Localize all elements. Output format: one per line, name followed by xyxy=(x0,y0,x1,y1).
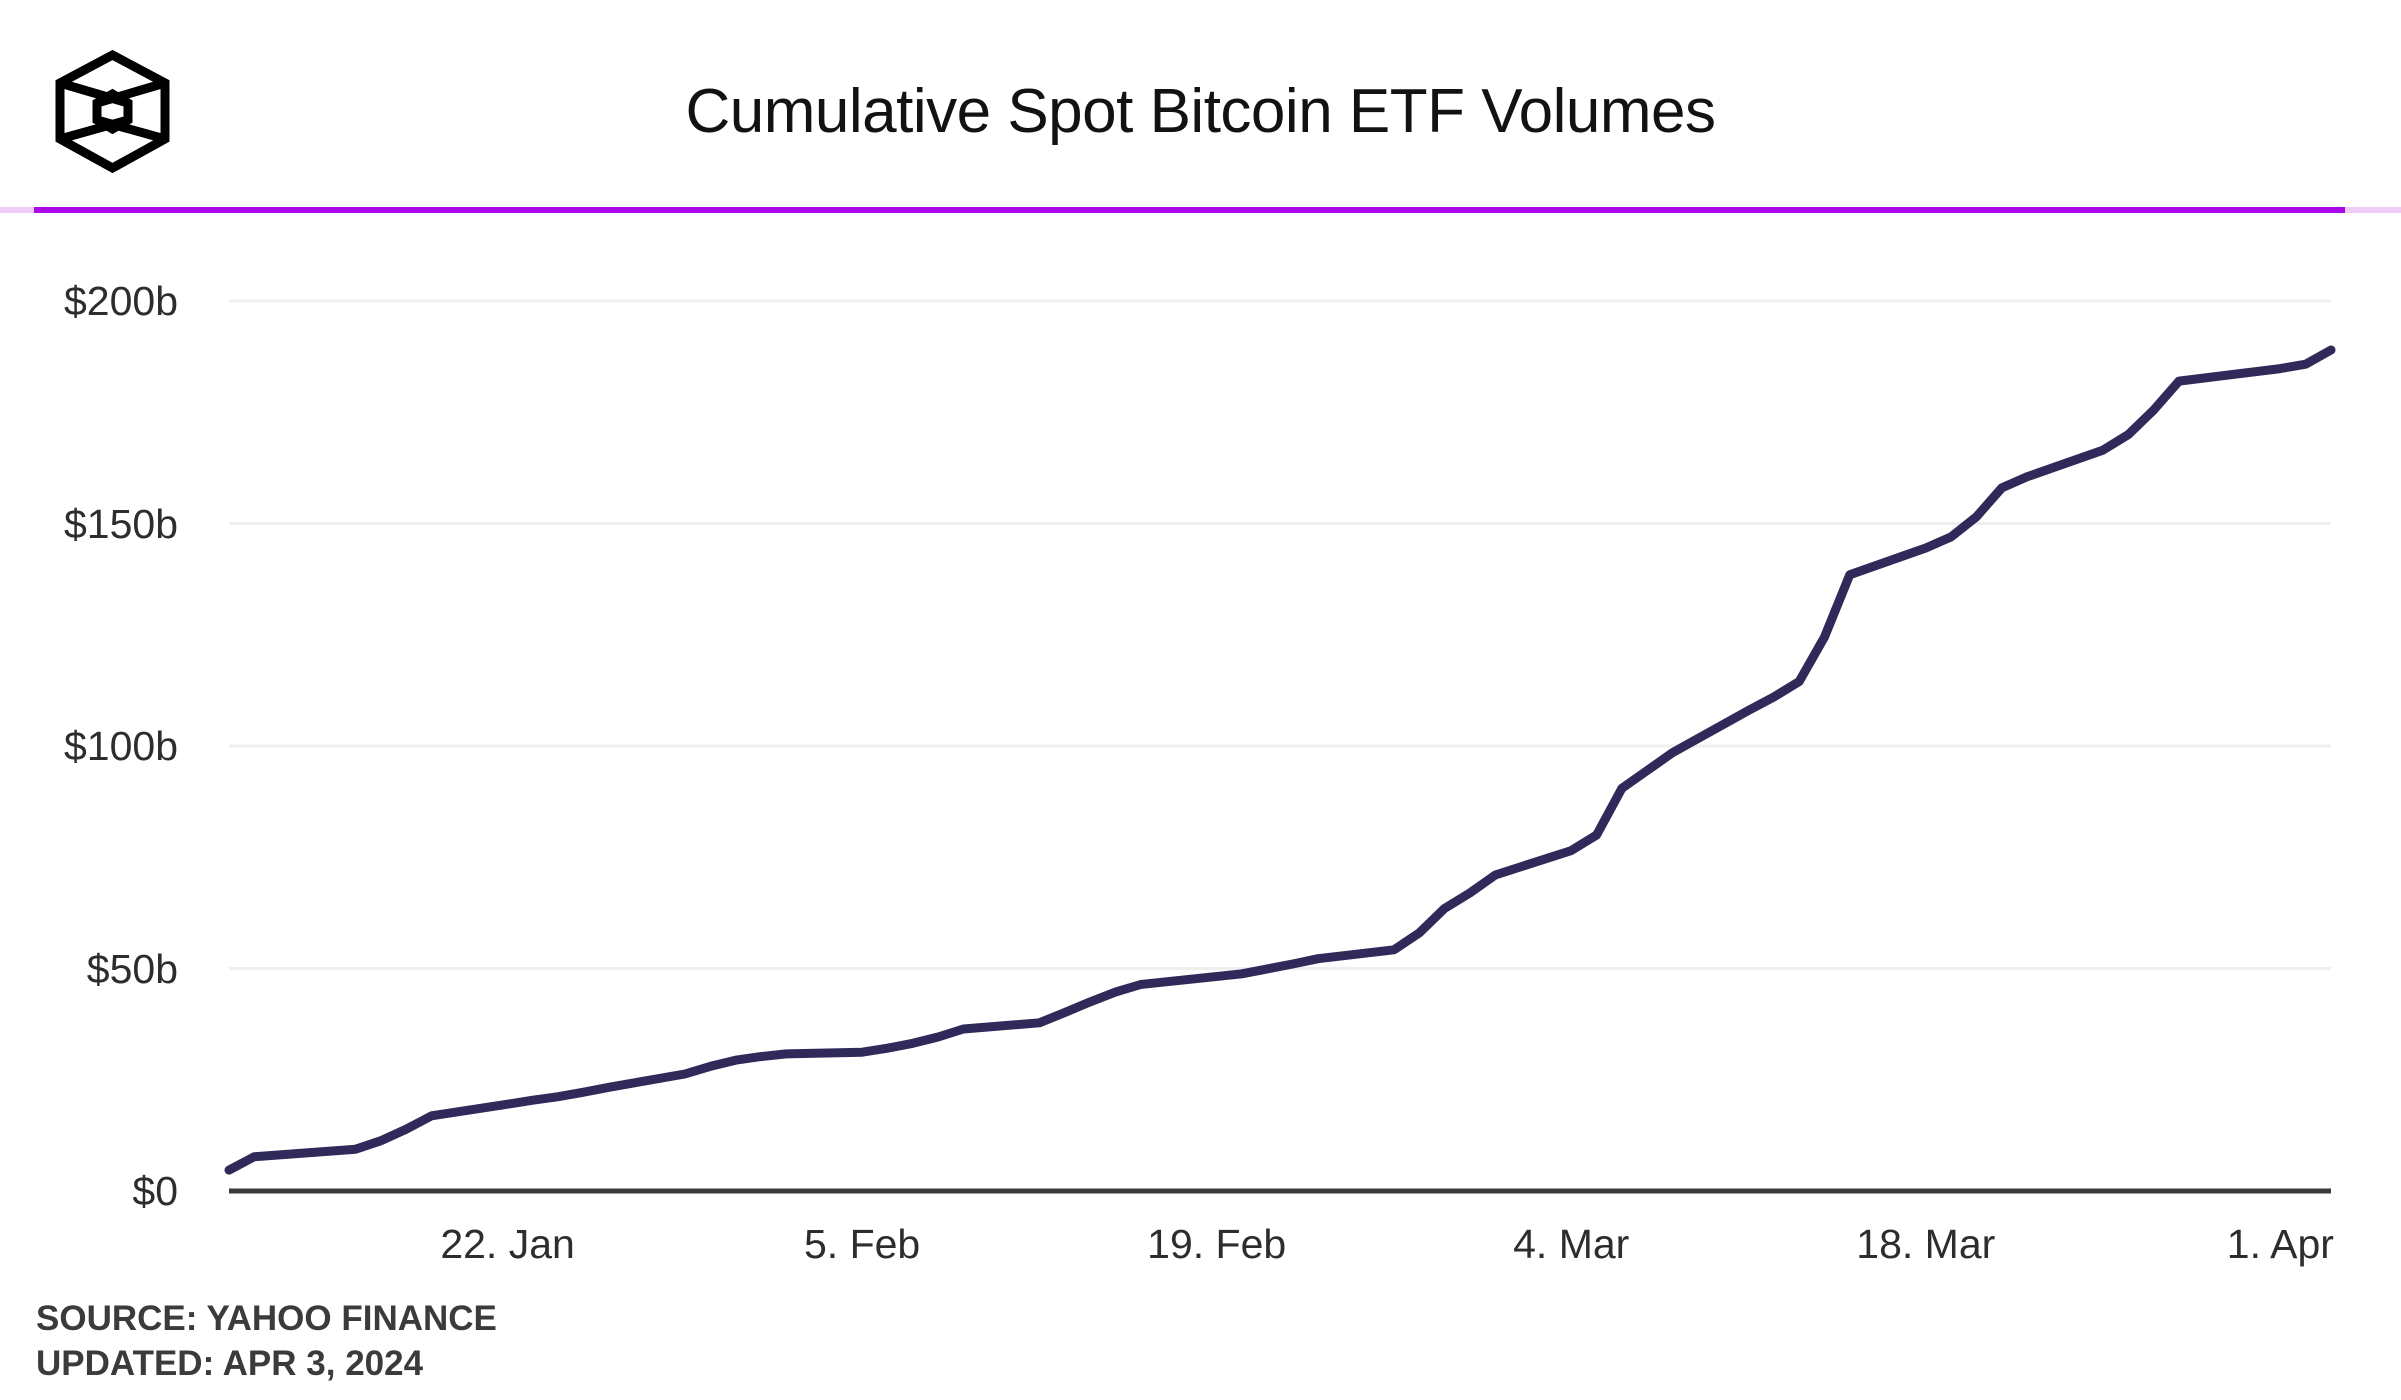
y-axis-tick-label: $200b xyxy=(63,278,178,324)
x-axis-tick-label: 1. Apr xyxy=(2226,1221,2334,1267)
y-axis-tick-label: $0 xyxy=(132,1168,178,1214)
y-axis-tick-label: $50b xyxy=(86,945,178,992)
cube-wireframe-logo-icon xyxy=(55,50,170,173)
chart-title: Cumulative Spot Bitcoin ETF Volumes xyxy=(685,77,1716,146)
accent-divider xyxy=(0,207,2401,213)
x-axis-tick-label: 4. Mar xyxy=(1513,1221,1630,1267)
y-axis-tick-label: $150b xyxy=(63,500,178,547)
x-axis-tick-label: 19. Feb xyxy=(1147,1221,1287,1267)
y-axis-tick-label: $100b xyxy=(63,723,178,769)
cumulative-volume-line xyxy=(224,345,2336,1175)
source-block: SOURCE: YAHOO FINANCE UPDATED: APR 3, 20… xyxy=(36,1296,497,1386)
updated-label: UPDATED: APR 3, 2024 xyxy=(36,1344,424,1383)
x-axis-tick-label: 18. Mar xyxy=(1856,1221,1996,1267)
source-label: SOURCE: YAHOO FINANCE xyxy=(36,1299,497,1338)
x-axis-tick-label: 5. Feb xyxy=(804,1221,921,1267)
x-axis-tick-label: 22. Jan xyxy=(440,1221,575,1267)
